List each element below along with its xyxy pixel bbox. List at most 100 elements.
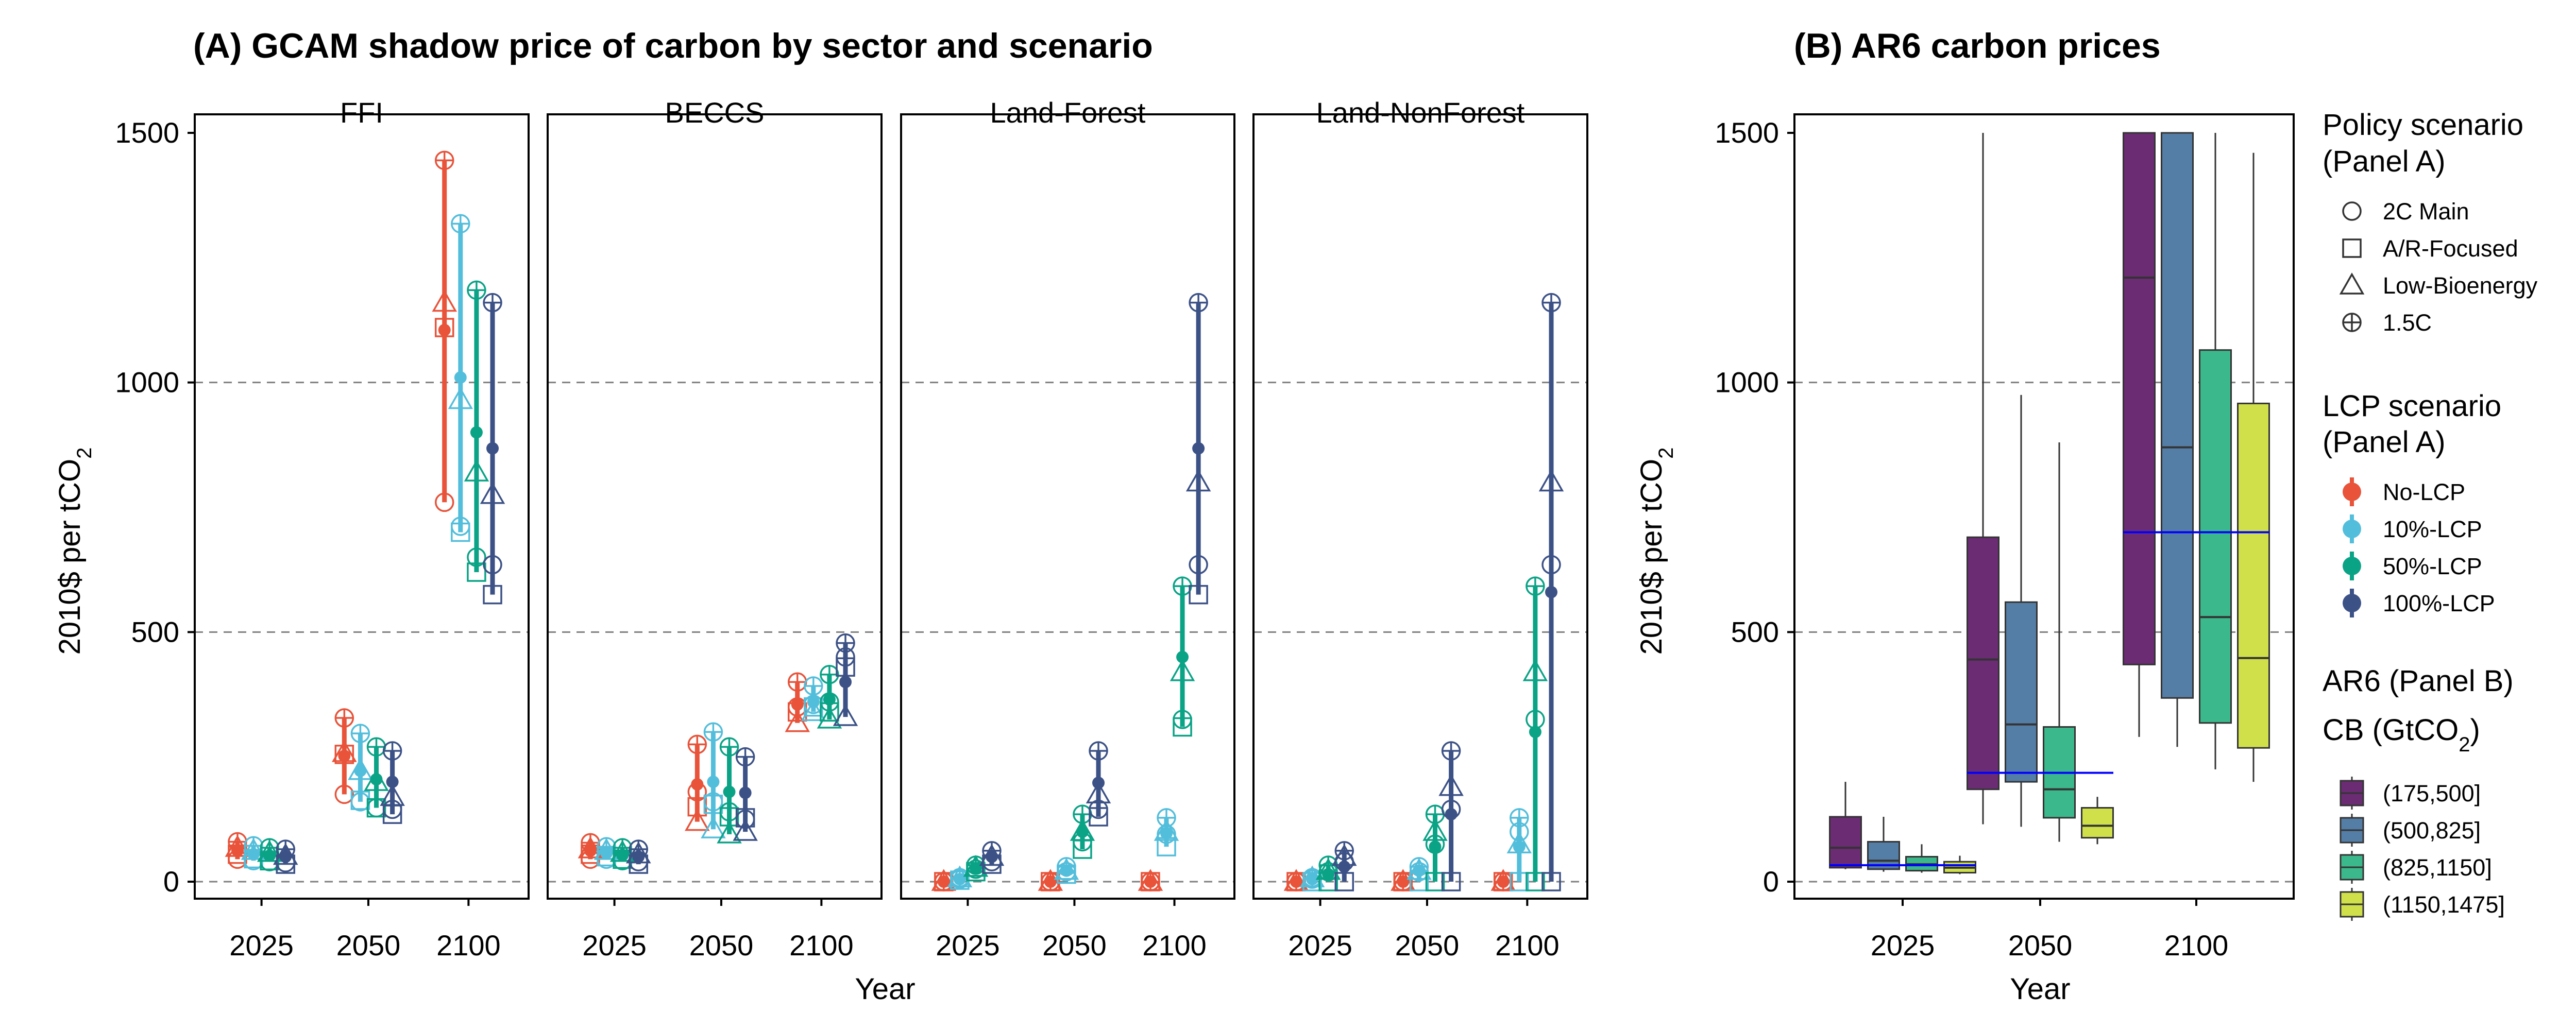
series-50-lcp [1315, 576, 1548, 891]
panel-b-frame [1793, 113, 2295, 900]
mean-point [1306, 873, 1319, 886]
mean-point [937, 876, 950, 888]
x-tick-label: 2025 [582, 929, 647, 962]
box-groups [1829, 132, 2270, 874]
facet-frame [194, 113, 530, 900]
legend-key-a-r-focused [2342, 238, 2362, 258]
policy-marker-1-5c [366, 737, 386, 757]
panel-a-y-axis-label: 2010$ per tCO2 [53, 448, 96, 655]
policy-marker-2c-main [820, 692, 839, 712]
y-tick-label: 1500 [1715, 116, 1779, 149]
policy-marker-1-5c [382, 741, 402, 761]
policy-marker-low-bioenergy [464, 459, 489, 482]
policy-marker-a-r-focused [451, 522, 470, 542]
mean-point [1076, 826, 1089, 838]
policy-marker-1-5c [1441, 741, 1461, 761]
mean-point [600, 847, 613, 860]
box [2123, 132, 2156, 665]
policy-marker-a-r-focused [483, 585, 502, 605]
legend-key-100-lcp [2343, 589, 2361, 617]
box [1829, 816, 1862, 869]
legend-label-100-lcp: 100%-LCP [2383, 590, 2495, 616]
legend-policy-subtitle: (Panel A) [2323, 145, 2446, 178]
policy-marker-a-r-focused [1510, 872, 1529, 891]
policy-marker-2c-main [1541, 555, 1561, 575]
mean-point [1144, 876, 1157, 888]
policy-marker-low-bioenergy [480, 482, 505, 504]
series-10-lcp [947, 808, 1179, 890]
policy-marker-1-5c [804, 676, 823, 696]
policy-marker-low-bioenergy [833, 704, 858, 726]
legend-label-825-1150: (825,1150] [2383, 854, 2492, 881]
policy-marker-low-bioenergy [801, 699, 826, 722]
legend-label-500-825: (500,825] [2383, 817, 2481, 844]
policy-marker-a-r-focused [1526, 872, 1545, 891]
y-tick-label: 1000 [115, 366, 179, 399]
mean-point [279, 850, 292, 863]
series-50-lcp [609, 664, 842, 871]
legend-label-a-r-focused: A/R-Focused [2383, 235, 2518, 262]
policy-marker-low-bioenergy [717, 821, 742, 844]
x-tick-label: 2050 [689, 929, 754, 962]
policy-marker-low-bioenergy [432, 289, 457, 312]
series-10-lcp [594, 676, 826, 869]
policy-marker-1-5c [1334, 841, 1354, 861]
x-tick-label: 2100 [436, 929, 501, 962]
policy-marker-a-r-focused [703, 795, 723, 814]
mean-point [386, 776, 399, 788]
legend: Policy scenario (Panel A) 2C Main A/R-Foc… [2323, 108, 2538, 921]
legend-key-low-bioenergy [2339, 272, 2365, 295]
x-tick-label: 2100 [2164, 929, 2229, 962]
legend-lcp-title: LCP scenario [2323, 389, 2501, 423]
series-10-lcp [1299, 808, 1532, 891]
policy-marker-1-5c [787, 672, 807, 692]
x-tick-label: 2025 [936, 929, 1000, 962]
x-tick-label: 2100 [1142, 929, 1207, 962]
policy-marker-low-bioenergy [448, 387, 473, 409]
mean-point [1092, 777, 1105, 789]
legend-key-1150-1475 [2340, 888, 2364, 921]
policy-marker-2c-main [467, 547, 486, 567]
policy-marker-a-r-focused [1541, 872, 1561, 891]
mean-point [1545, 586, 1558, 598]
policy-marker-a-r-focused [434, 318, 454, 337]
mean-point [1497, 876, 1510, 888]
mean-point [1413, 864, 1426, 877]
y-tick-label: 1000 [1715, 366, 1779, 399]
policy-marker-a-r-focused [1089, 807, 1108, 827]
policy-marker-1-5c [735, 747, 755, 767]
series-no-lcp [578, 672, 810, 869]
facet-frame [900, 113, 1235, 900]
y-tick-label: 0 [163, 865, 179, 898]
facet-frame [1252, 113, 1588, 900]
policy-marker-1-5c [467, 280, 486, 300]
mean-point [839, 676, 852, 689]
legend-label-1-5c: 1.5C [2383, 310, 2432, 336]
policy-marker-low-bioenergy [733, 819, 758, 841]
policy-marker-1-5c [1510, 808, 1529, 828]
box [2161, 132, 2194, 699]
policy-marker-2c-main [483, 555, 502, 575]
policy-marker-a-r-focused [1441, 872, 1461, 891]
panel-b: 0 500 1000 1500 2025 2050 2100 [1715, 113, 2295, 962]
y-tick-label: 500 [1731, 615, 1779, 648]
mean-point [486, 442, 499, 455]
mean-point [1176, 650, 1189, 663]
policy-marker-a-r-focused [366, 798, 386, 818]
facet-title: Land-NonForest [1316, 96, 1525, 129]
mean-point [1429, 840, 1442, 853]
legend-key-1-5c [2342, 313, 2362, 332]
box-group-175-500 [1829, 132, 2156, 869]
panel-a: FFI 0 500 1000 1500 2025 2050 2100 BECCS 2025 2050… [115, 96, 1588, 962]
panel-b-title: (B) AR6 carbon prices [1794, 26, 2161, 65]
facet-title: BECCS [665, 96, 765, 129]
policy-marker-2c-main [334, 784, 354, 804]
policy-marker-1-5c [687, 734, 707, 754]
policy-marker-low-bioenergy [1170, 659, 1195, 681]
series-100-lcp [1331, 293, 1564, 891]
policy-marker-1-5c [334, 708, 354, 728]
legend-label-low-bioenergy: Low-Bioenergy [2383, 272, 2538, 299]
mean-point [707, 776, 720, 788]
legend-label-10-lcp: 10%-LCP [2383, 516, 2482, 542]
x-tick-label: 2025 [1871, 929, 1935, 962]
